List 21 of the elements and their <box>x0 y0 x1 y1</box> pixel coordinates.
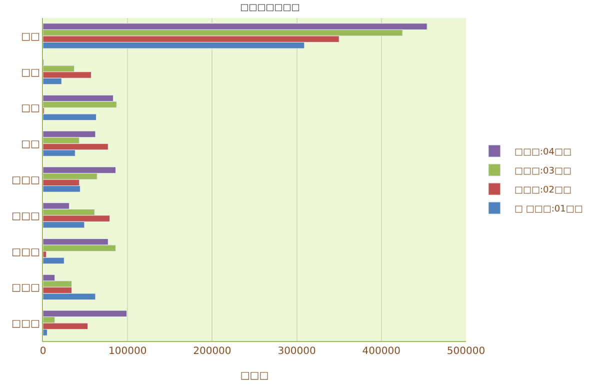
y-tick-label: □□ <box>21 31 40 42</box>
x-tick-label: 0 <box>40 346 46 357</box>
x-tick-label: 200000 <box>193 346 232 357</box>
y-tick-label: □□□ <box>12 175 40 186</box>
x-tick-label: 300000 <box>278 346 316 357</box>
y-tick-label: □□□ <box>12 210 40 222</box>
legend-label: □□□:04□□ <box>514 148 572 158</box>
legend-label: □ □□□:01□□ <box>514 204 583 215</box>
x-axis-title: □□□ <box>240 370 269 382</box>
y-tick-label: □□□ <box>12 282 40 294</box>
y-tick-label: □□ <box>21 103 40 114</box>
x-tick-label: 400000 <box>362 346 400 357</box>
y-tick-label: □□ <box>21 67 40 78</box>
y-tick-label: □□□ <box>12 318 40 330</box>
legend-label: □□□:02□□ <box>514 186 572 196</box>
x-tick-label: 100000 <box>108 346 147 357</box>
y-tick-label: □□□ <box>12 246 40 258</box>
legend-label: □□□:03□□ <box>514 166 572 177</box>
chart-title: □□□□□□□ <box>240 3 300 14</box>
x-tick-label: 500000 <box>446 346 486 357</box>
y-tick-label: □□ <box>21 139 40 150</box>
